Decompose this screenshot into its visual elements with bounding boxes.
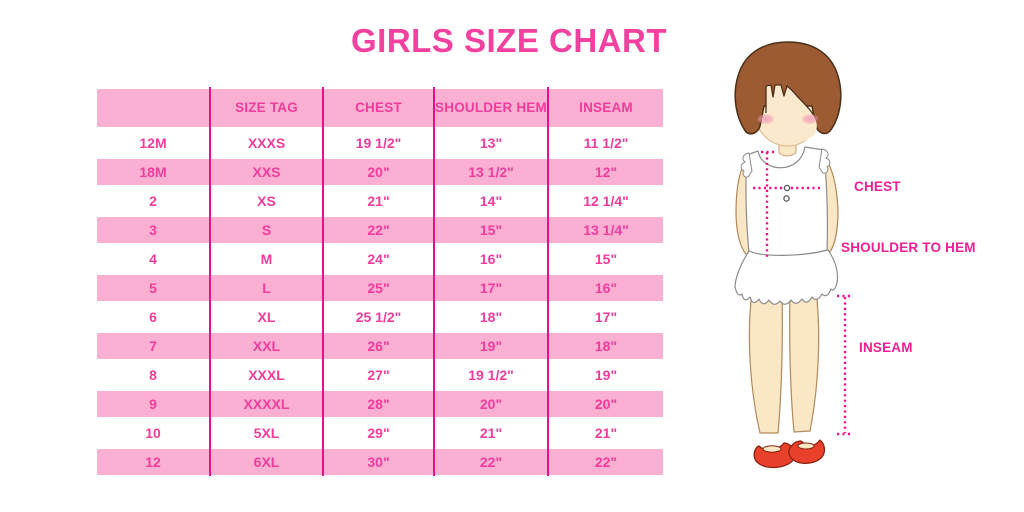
table-cell: 29" [324,418,435,447]
header-cell-inseam: INSEAM [549,87,663,128]
header-cell-size-tag: SIZE TAG [211,87,324,128]
table-cell: 11 1/2" [583,134,629,151]
table-cell: XXXL [211,360,324,389]
table-row: 10 5XL 29" 21" 21" [97,418,663,447]
table-cell: 19 1/2" [324,128,435,157]
girl-top-buttons [783,184,791,202]
table-cell: 6 [97,302,211,331]
girl-legs [748,290,820,434]
table-cell: XS [211,186,324,215]
table-cell: 14" [435,186,549,215]
table-cell: 21" [435,418,549,447]
inseam-measure-line [837,294,851,436]
table-row: 3 S 22" 15" 13 1/4" [97,215,663,244]
table-cell: 6XL [211,447,324,476]
girl-blush [757,113,819,125]
table-cell: 26" [324,331,435,360]
table-cell: 19" [594,366,618,383]
table-cell: 21" [324,186,435,215]
table-cell: 13" [435,128,549,157]
table-cell: 2 [97,186,211,215]
table-cell: 22" [324,215,435,244]
table-cell: XL [211,302,324,331]
table-cell: 3 [97,215,211,244]
header-cell-shoulder-hem: SHOULDER HEM [435,87,549,128]
table-cell: 12M [97,128,211,157]
table-cell: S [211,215,324,244]
table-cell: XXXS [211,128,324,157]
table-cell: 24" [324,244,435,273]
table-row: 12 6XL 30" 22" 22" [97,447,663,476]
table-cell: 30" [324,447,435,476]
table-cell: 4 [97,244,211,273]
table-cell: 8 [97,360,211,389]
table-row: 9 XXXXL 28" 20" 20" [97,389,663,418]
page-title: GIRLS SIZE CHART [350,22,667,59]
table-cell: 22" [435,447,549,476]
table-cell: L [211,273,324,302]
table-row: 6 XL 25 1/2" 18" 17" [97,302,663,331]
table-row: 8 XXXL 27" 19 1/2" 19" [97,360,663,389]
table-cell: M [211,244,324,273]
table-cell: 17" [435,273,549,302]
girl-figure [734,41,851,469]
table-cell: 20" [549,389,663,418]
table-cell: 18M [97,157,211,186]
girl-bang-outline [765,84,818,122]
table-cell: 22" [549,447,663,476]
table-cell: 19" [435,331,549,360]
table-cell: 21" [594,424,618,441]
table-cell: XXXXL [211,389,324,418]
measurement-label-inseam: INSEAM [859,340,913,355]
table-cell: 13 1/2" [435,157,549,186]
table-cell: 5 [97,273,211,302]
table-cell: 16" [435,244,549,273]
size-chart-table: SIZE TAG CHEST SHOULDER HEM INSEAM 12M XX… [97,87,663,476]
table-cell: 9 [97,389,211,418]
table-cell: 18" [435,302,549,331]
girl-skirt [734,249,839,305]
table-cell: XXL [211,331,324,360]
girl-face-opening [766,85,817,144]
table-cell: 20" [435,389,549,418]
header-cell-chest: CHEST [324,87,435,128]
girl-top [745,146,828,258]
table-cell: 25 1/2" [324,302,435,331]
shoulder-hem-measure-line [761,150,775,257]
table-cell: 5XL [211,418,324,447]
table-cell: 12 [97,447,211,476]
table-cell: 15" [435,215,549,244]
table-cell: XXS [211,157,324,186]
table-cell: 10 [97,418,211,447]
table-cell: 27" [324,360,435,389]
table-cell: 12 1/4" [583,192,629,209]
table-row: 2 XS 21" 14" 12 1/4" [97,186,663,215]
table-cell: 28" [324,389,435,418]
table-cell: 19 1/2" [435,360,549,389]
measurement-label-chest: CHEST [854,179,901,194]
table-cell: 17" [594,308,618,325]
table-cell: 15" [594,250,618,267]
table-row: 18M XXS 20" 13 1/2" 12" [97,157,663,186]
girl-shoulder-ruffles [740,148,831,178]
table-cell: 16" [549,273,663,302]
girl-illustration: CHEST SHOULDER TO HEM INSEAM [700,0,1024,512]
table-row: 5 L 25" 17" 16" [97,273,663,302]
table-cell: 20" [324,157,435,186]
girl-shoes [753,439,826,469]
table-row: 4 M 24" 16" 15" [97,244,663,273]
table-body: 12M XXXS 19 1/2" 13" 11 1/2" 18M XXS 20" 13 1/2"… [97,128,663,476]
table-cell: 7 [97,331,211,360]
table-row: 7 XXL 26" 19" 18" [97,331,663,360]
table-cell: 13 1/4" [549,215,663,244]
header-cell-size [97,87,211,128]
table-cell: 18" [549,331,663,360]
table-cell: 25" [324,273,435,302]
measurement-label-shoulder: SHOULDER TO HEM [841,240,976,255]
table-row: 12M XXXS 19 1/2" 13" 11 1/2" [97,128,663,157]
table-cell: 12" [549,157,663,186]
table-header-row: SIZE TAG CHEST SHOULDER HEM INSEAM [97,87,663,128]
